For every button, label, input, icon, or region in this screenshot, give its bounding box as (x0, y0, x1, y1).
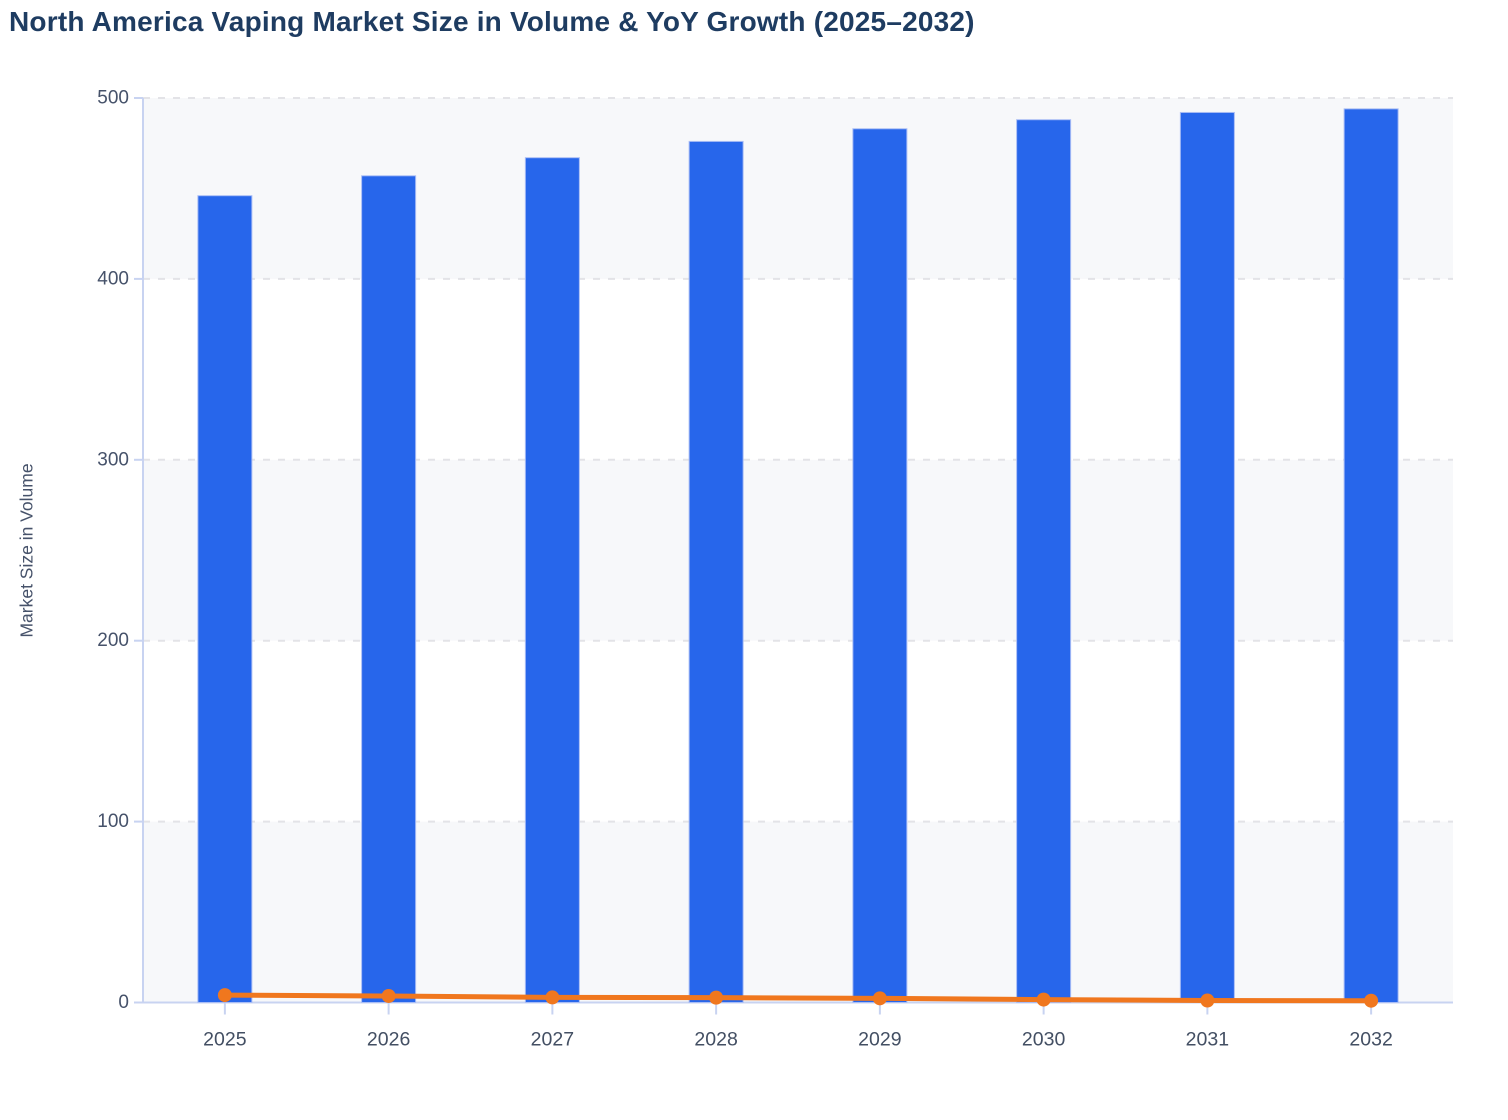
yoy-point-2030 (1036, 992, 1051, 1007)
x-tick-label-2027: 2027 (531, 1029, 574, 1051)
x-tick-label-2030: 2030 (1022, 1029, 1066, 1051)
bar-2028 (688, 140, 744, 1003)
x-tick-label-2025: 2025 (203, 1029, 247, 1051)
plot-band (143, 98, 1453, 279)
y-tick-label-100: 100 (97, 811, 129, 832)
yoy-point-2029 (872, 991, 887, 1006)
yoy-point-2032 (1364, 993, 1379, 1008)
y-tick-label-300: 300 (97, 449, 129, 470)
x-tick-label-2032: 2032 (1349, 1029, 1392, 1051)
y-tick-label-200: 200 (97, 630, 129, 651)
x-tick-label-2028: 2028 (694, 1029, 737, 1051)
y-tick-label-400: 400 (97, 268, 129, 289)
yoy-point-2031 (1200, 993, 1215, 1008)
bar-2025 (197, 195, 253, 1004)
bar-2026 (361, 175, 417, 1004)
x-tick-label-2031: 2031 (1186, 1029, 1229, 1051)
x-tick-label-2029: 2029 (858, 1029, 901, 1051)
y-tick-label-500: 500 (97, 88, 129, 109)
bar-2027 (524, 157, 580, 1003)
yoy-point-2028 (709, 990, 724, 1005)
plot-band (143, 459, 1453, 641)
bar-2030 (1016, 119, 1072, 1003)
x-tick-label-2026: 2026 (367, 1029, 410, 1051)
bar-2032 (1343, 108, 1399, 1003)
chart-title: North America Vaping Market Size in Volu… (9, 6, 975, 37)
yoy-point-2025 (217, 988, 232, 1003)
yoy-growth-line (222, 992, 1374, 1004)
plot-band (143, 821, 1453, 1003)
bar-2031 (1179, 111, 1235, 1004)
bar-2029 (852, 128, 908, 1004)
yoy-point-2026 (381, 988, 396, 1003)
y-tick-label-0: 0 (118, 992, 129, 1013)
yoy-point-2027 (545, 990, 560, 1005)
